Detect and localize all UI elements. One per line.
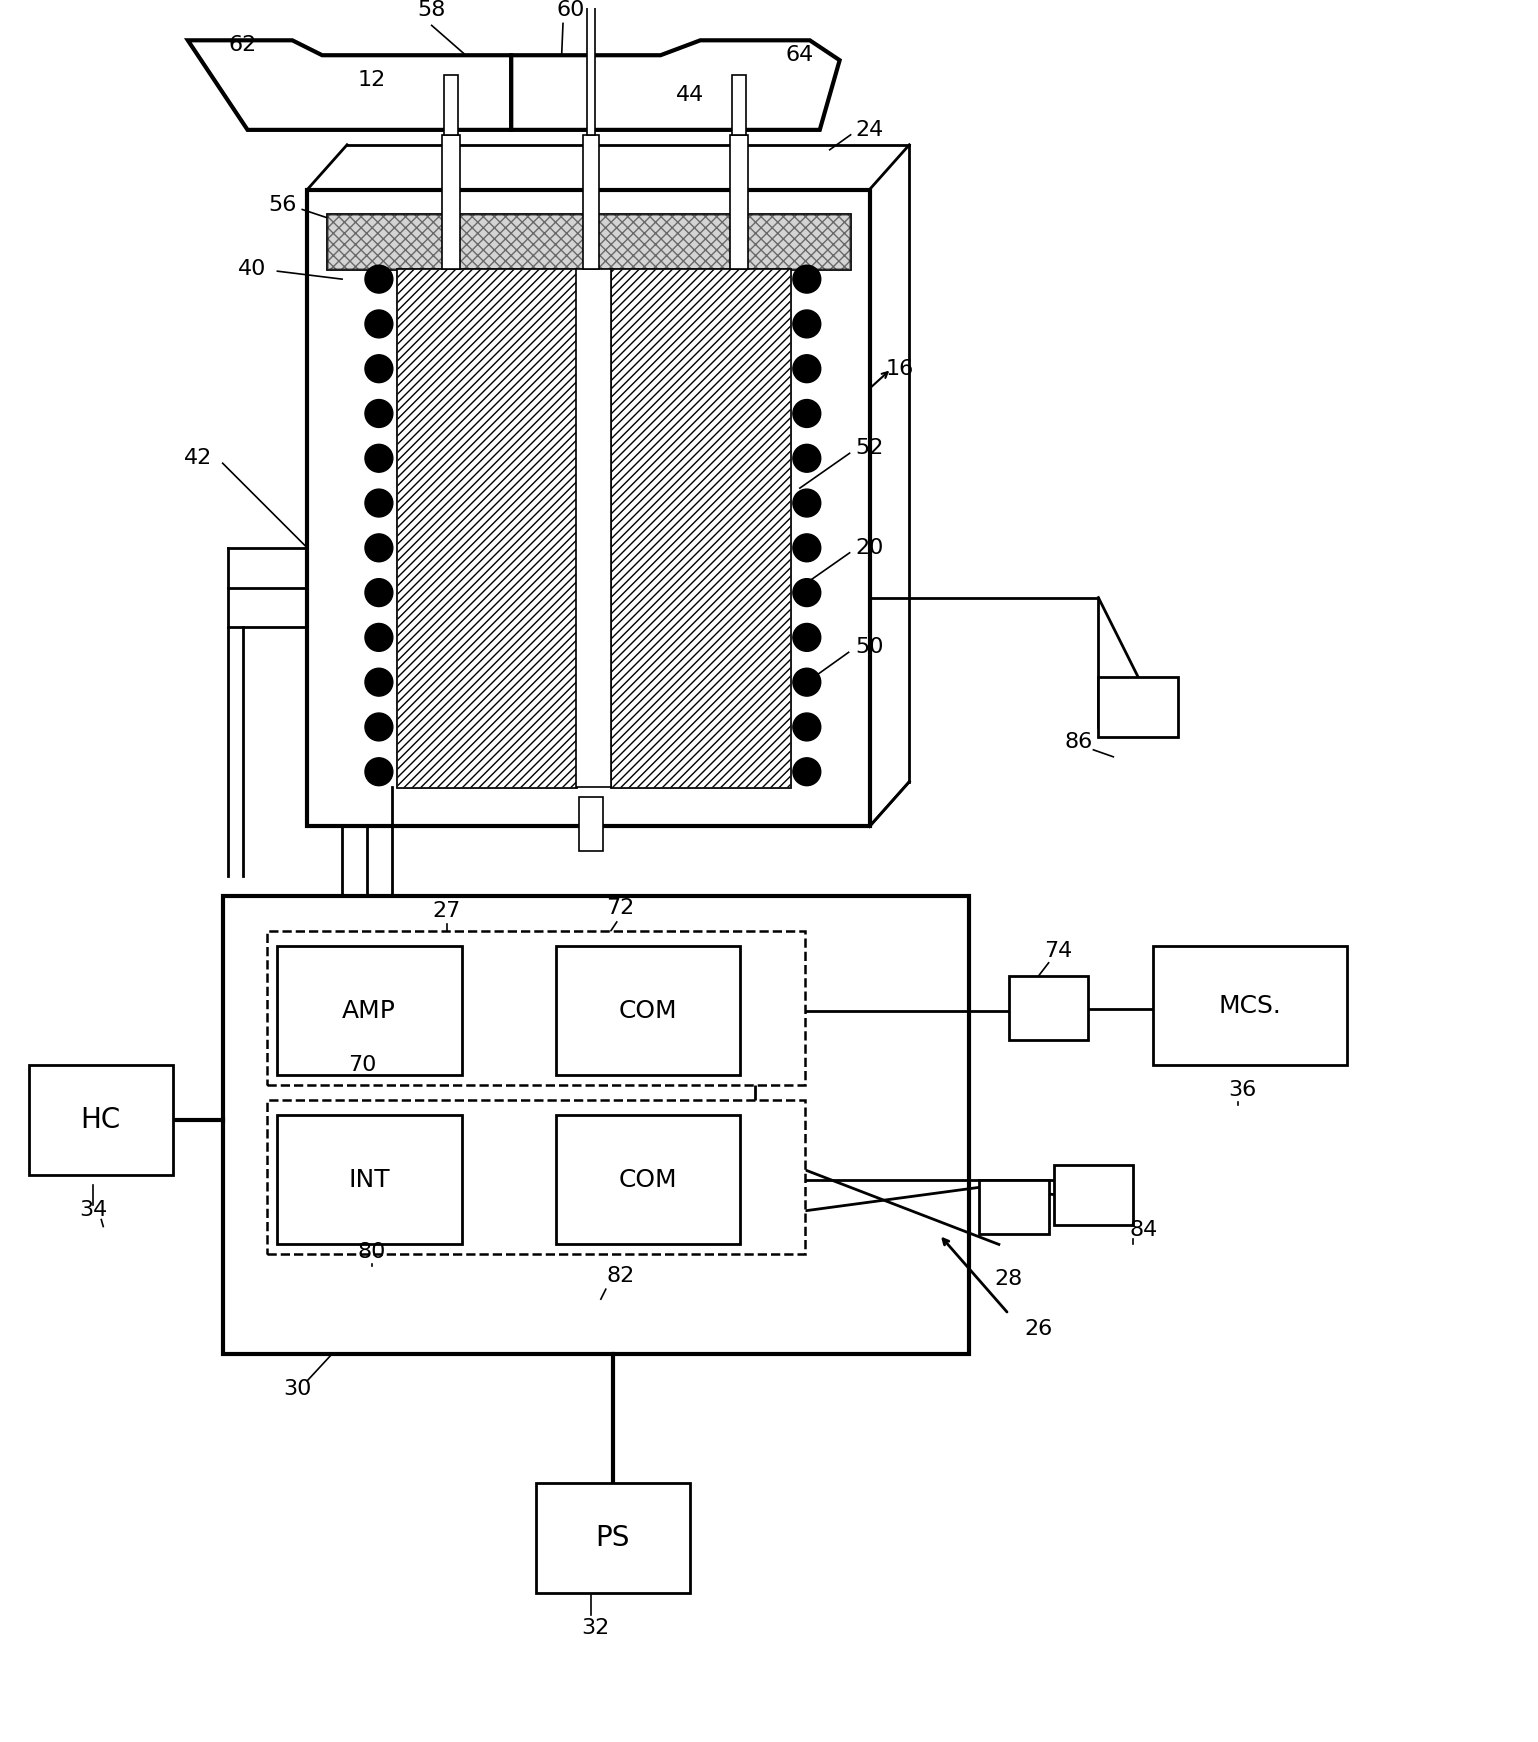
Text: 74: 74 bbox=[1044, 941, 1072, 962]
Text: 84: 84 bbox=[1129, 1219, 1157, 1240]
Bar bbox=[732, 75, 746, 134]
Text: PS: PS bbox=[595, 1524, 631, 1552]
Text: 36: 36 bbox=[1229, 1080, 1257, 1101]
Text: 28: 28 bbox=[995, 1270, 1023, 1289]
Bar bbox=[980, 1179, 1049, 1235]
Text: 27: 27 bbox=[432, 901, 461, 922]
Bar bbox=[578, 796, 603, 852]
Text: 20: 20 bbox=[855, 538, 884, 557]
Circle shape bbox=[794, 399, 821, 427]
Bar bbox=[611, 270, 791, 787]
Polygon shape bbox=[511, 40, 840, 131]
Circle shape bbox=[794, 758, 821, 786]
Text: 16: 16 bbox=[886, 359, 914, 378]
Bar bbox=[277, 1115, 461, 1244]
Text: INT: INT bbox=[348, 1167, 389, 1192]
Polygon shape bbox=[188, 40, 511, 131]
Text: 12: 12 bbox=[358, 70, 386, 91]
Bar bbox=[29, 1066, 172, 1174]
Bar bbox=[583, 134, 598, 270]
Circle shape bbox=[365, 265, 392, 293]
Text: 58: 58 bbox=[417, 0, 446, 21]
Text: 72: 72 bbox=[606, 899, 635, 918]
Circle shape bbox=[794, 444, 821, 472]
Text: 52: 52 bbox=[855, 439, 884, 458]
Text: AMP: AMP bbox=[341, 998, 395, 1023]
Bar bbox=[268, 1101, 804, 1254]
Circle shape bbox=[794, 533, 821, 561]
Bar bbox=[611, 270, 791, 787]
Text: 64: 64 bbox=[786, 45, 814, 64]
Circle shape bbox=[794, 355, 821, 383]
Bar bbox=[1009, 976, 1089, 1040]
Circle shape bbox=[365, 712, 392, 740]
Circle shape bbox=[365, 758, 392, 786]
Bar bbox=[328, 214, 849, 270]
Circle shape bbox=[794, 490, 821, 517]
Bar bbox=[537, 1482, 691, 1592]
Text: 34: 34 bbox=[78, 1200, 108, 1219]
Circle shape bbox=[365, 533, 392, 561]
Text: 30: 30 bbox=[283, 1378, 312, 1399]
Bar bbox=[588, 0, 595, 134]
Circle shape bbox=[794, 578, 821, 606]
Circle shape bbox=[794, 265, 821, 293]
Text: 56: 56 bbox=[268, 195, 297, 214]
Bar bbox=[308, 190, 869, 826]
Bar bbox=[731, 134, 747, 270]
Text: 86: 86 bbox=[1064, 732, 1092, 753]
Text: 70: 70 bbox=[348, 1056, 377, 1075]
Circle shape bbox=[365, 310, 392, 338]
Bar bbox=[443, 75, 457, 134]
Bar bbox=[328, 214, 849, 270]
Text: 26: 26 bbox=[1024, 1319, 1054, 1340]
Text: 50: 50 bbox=[855, 638, 884, 657]
Circle shape bbox=[794, 712, 821, 740]
Circle shape bbox=[365, 355, 392, 383]
Bar bbox=[223, 895, 969, 1354]
Text: MCS.: MCS. bbox=[1218, 993, 1281, 1017]
Circle shape bbox=[365, 669, 392, 697]
Bar bbox=[1054, 1165, 1134, 1225]
Bar bbox=[575, 270, 611, 787]
Bar bbox=[1154, 946, 1347, 1066]
Circle shape bbox=[794, 624, 821, 652]
Bar bbox=[441, 134, 460, 270]
Circle shape bbox=[365, 490, 392, 517]
Text: 44: 44 bbox=[677, 85, 704, 105]
Text: 40: 40 bbox=[238, 260, 266, 279]
Bar bbox=[1098, 678, 1178, 737]
Text: 60: 60 bbox=[557, 0, 584, 21]
Circle shape bbox=[365, 399, 392, 427]
Text: 42: 42 bbox=[183, 448, 212, 469]
Text: 24: 24 bbox=[855, 120, 884, 139]
Bar bbox=[268, 930, 804, 1085]
Text: 32: 32 bbox=[581, 1618, 611, 1637]
Text: 80: 80 bbox=[358, 1242, 386, 1263]
Text: COM: COM bbox=[618, 998, 677, 1023]
Circle shape bbox=[365, 578, 392, 606]
Text: HC: HC bbox=[80, 1106, 120, 1134]
Circle shape bbox=[794, 310, 821, 338]
Bar bbox=[397, 270, 575, 787]
Bar bbox=[397, 270, 575, 787]
Circle shape bbox=[365, 624, 392, 652]
Circle shape bbox=[365, 444, 392, 472]
Bar bbox=[277, 946, 461, 1075]
Bar bbox=[557, 1115, 740, 1244]
Text: COM: COM bbox=[618, 1167, 677, 1192]
Bar bbox=[557, 946, 740, 1075]
Text: 62: 62 bbox=[229, 35, 257, 56]
Circle shape bbox=[794, 669, 821, 697]
Text: 82: 82 bbox=[606, 1266, 635, 1286]
